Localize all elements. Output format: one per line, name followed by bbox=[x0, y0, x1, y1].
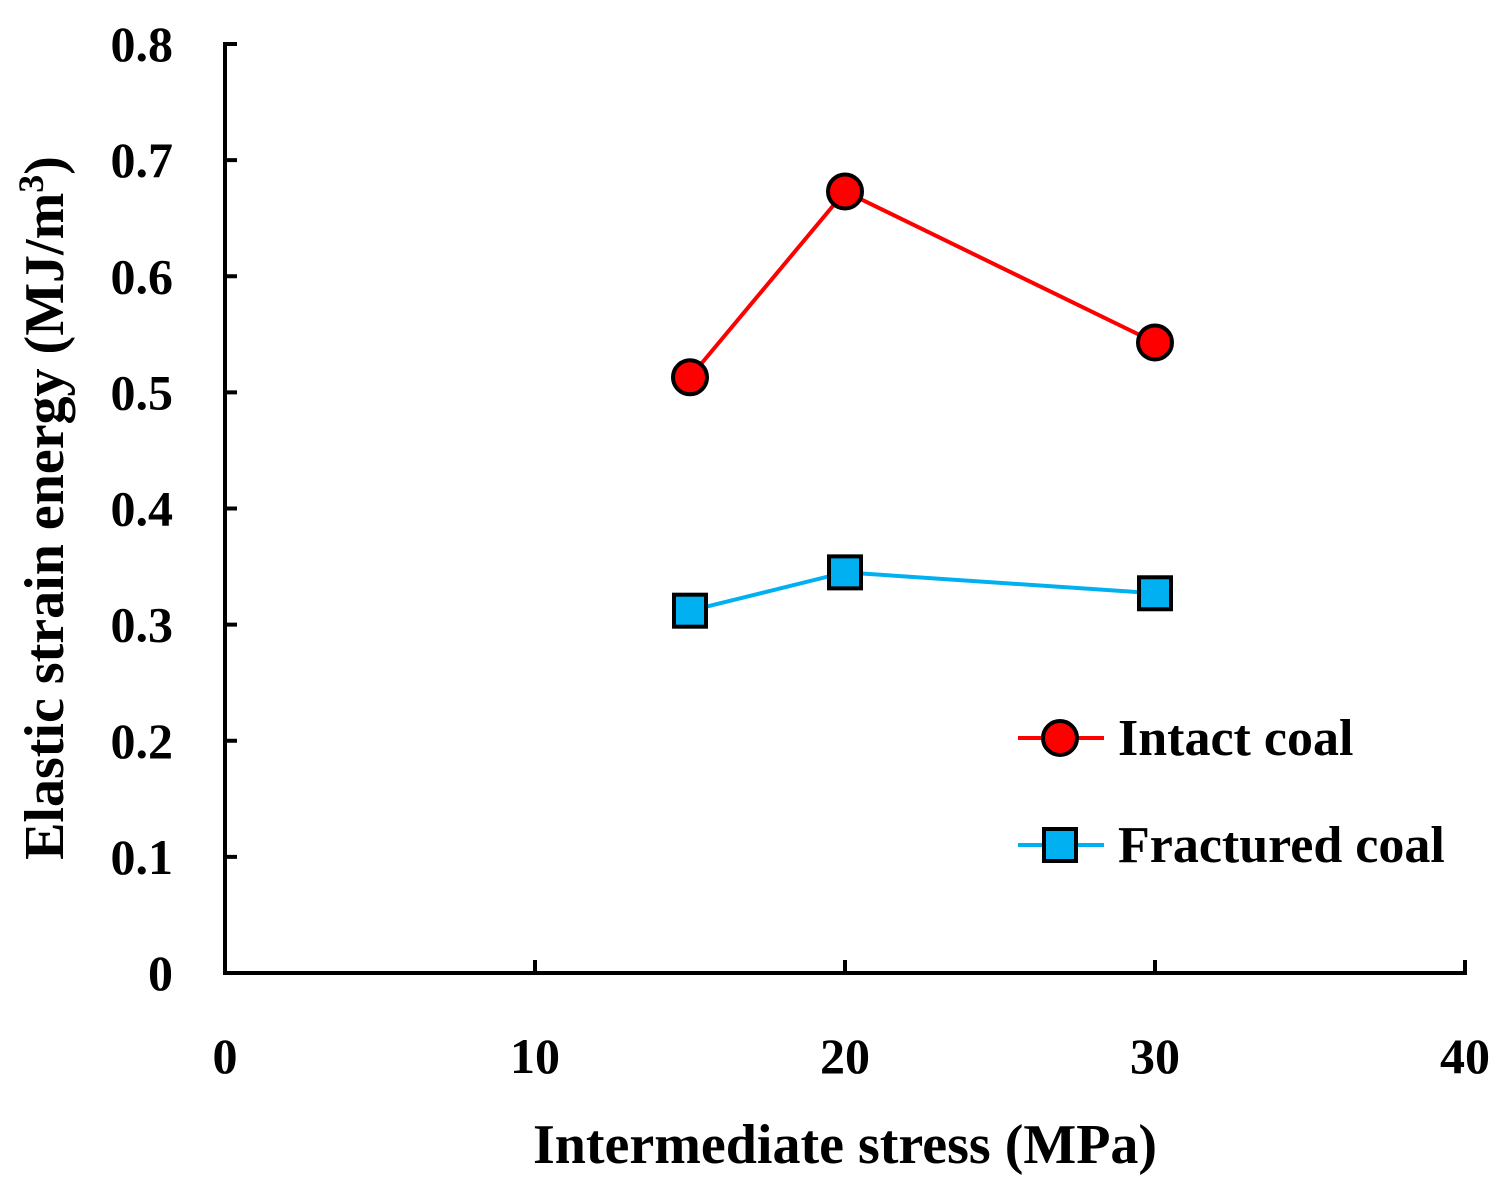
y-tick-label: 0 bbox=[148, 945, 173, 1001]
y-ticks: 0 0.1 0.2 0.3 0.4 0.5 0.6 0.7 0.8 bbox=[111, 16, 237, 1001]
y-axis-title-main: Elastic strain energy (MJ/m bbox=[14, 193, 76, 860]
y-tick-label: 0.1 bbox=[111, 829, 174, 885]
legend-item-fractured-coal: Fractured coal bbox=[1018, 817, 1445, 874]
plot-series bbox=[671, 172, 1174, 629]
axes: 0 0.1 0.2 0.3 0.4 0.5 0.6 0.7 0.8 0 10 20 30 40 bbox=[111, 16, 1491, 1084]
y-tick-label: 0.2 bbox=[111, 713, 174, 769]
x-ticks: 0 10 20 30 40 bbox=[213, 960, 1490, 1084]
legend-marker-intact-coal bbox=[1041, 719, 1079, 757]
x-tick-label: 0 bbox=[213, 1028, 238, 1084]
y-axis-title: Elastic strain energy (MJ/m3) bbox=[11, 156, 76, 860]
y-tick-label: 0.8 bbox=[111, 16, 174, 72]
data-point-intact-coal bbox=[826, 172, 864, 211]
y-tick-label: 0.5 bbox=[111, 364, 174, 420]
series-line-intact-coal bbox=[688, 188, 1156, 379]
legend: Intact coal Fractured coal bbox=[1018, 710, 1445, 874]
data-point-fractured-coal bbox=[827, 554, 863, 591]
y-tick-label: 0.7 bbox=[111, 132, 174, 188]
legend-marker-fractured-coal bbox=[1042, 827, 1078, 863]
data-point-intact-coal bbox=[671, 358, 709, 397]
y-tick-label: 0.3 bbox=[111, 597, 174, 653]
legend-item-intact-coal: Intact coal bbox=[1018, 710, 1353, 767]
x-tick-label: 40 bbox=[1440, 1028, 1490, 1084]
x-axis-title: Intermediate stress (MPa) bbox=[533, 1114, 1157, 1176]
legend-label-fractured-coal: Fractured coal bbox=[1118, 817, 1445, 874]
data-point-fractured-coal bbox=[672, 592, 708, 629]
y-axis-title-close: ) bbox=[14, 156, 76, 175]
legend-label-intact-coal: Intact coal bbox=[1118, 710, 1353, 767]
x-tick-label: 30 bbox=[1130, 1028, 1180, 1084]
series-line-fractured-coal bbox=[689, 570, 1156, 613]
data-point-fractured-coal bbox=[1137, 575, 1173, 612]
y-axis-title-superscript: 3 bbox=[11, 175, 51, 193]
data-point-intact-coal bbox=[1136, 323, 1174, 362]
x-tick-label: 10 bbox=[510, 1028, 560, 1084]
y-tick-label: 0.4 bbox=[111, 481, 174, 537]
x-tick-label: 20 bbox=[820, 1028, 870, 1084]
y-tick-label: 0.6 bbox=[111, 248, 174, 304]
